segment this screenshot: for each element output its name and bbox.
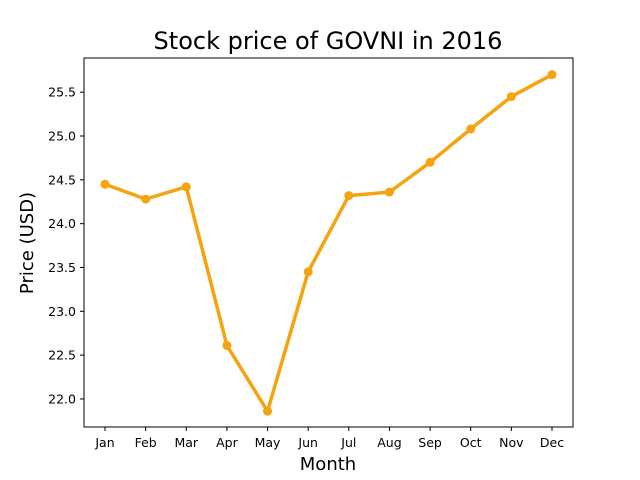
data-point [100, 179, 110, 189]
x-tick-label: Oct [460, 435, 482, 450]
y-tick-label: 25.5 [48, 85, 76, 100]
y-axis-label: Price (USD) [17, 192, 38, 294]
y-tick-label: 22.5 [48, 348, 76, 363]
x-tick-label: Mar [174, 435, 198, 450]
data-point [181, 182, 191, 192]
data-point [547, 70, 557, 80]
data-point [263, 406, 273, 416]
plot-frame [83, 57, 574, 428]
x-tick-label: Jul [340, 435, 356, 450]
data-point [344, 191, 354, 201]
y-axis: 22.0 22.5 23.0 23.5 24.0 24.5 25.0 25.5 [48, 85, 84, 406]
x-tick-label: Jan [94, 435, 114, 450]
data-point [222, 340, 232, 350]
x-tick-label: Jun [297, 435, 318, 450]
y-tick-label: 22.0 [48, 391, 76, 406]
series-points [100, 70, 557, 416]
x-tick-label: Dec [540, 435, 564, 450]
data-point [384, 187, 394, 197]
x-tick-label: Aug [377, 435, 401, 450]
y-tick-label: 23.0 [48, 304, 76, 319]
y-tick-label: 24.0 [48, 216, 76, 231]
y-tick-label: 24.5 [48, 172, 76, 187]
data-point [425, 157, 435, 167]
x-tick-label: Nov [499, 435, 524, 450]
y-tick-label: 23.5 [48, 260, 76, 275]
x-axis: Jan Feb Mar Apr May Jun Jul Aug Sep Oct Nov Dec [94, 427, 564, 450]
data-point [303, 267, 313, 277]
x-tick-label: Feb [135, 435, 157, 450]
x-tick-label: Apr [216, 435, 238, 450]
y-tick-label: 25.0 [48, 129, 76, 144]
chart-title: Stock price of GOVNI in 2016 [154, 27, 503, 55]
data-point [466, 124, 476, 134]
x-axis-label: Month [300, 454, 356, 475]
x-tick-label: Sep [418, 435, 442, 450]
data-point [141, 194, 151, 204]
series-line [103, 72, 554, 413]
x-tick-label: May [255, 435, 281, 450]
data-point [506, 92, 516, 102]
